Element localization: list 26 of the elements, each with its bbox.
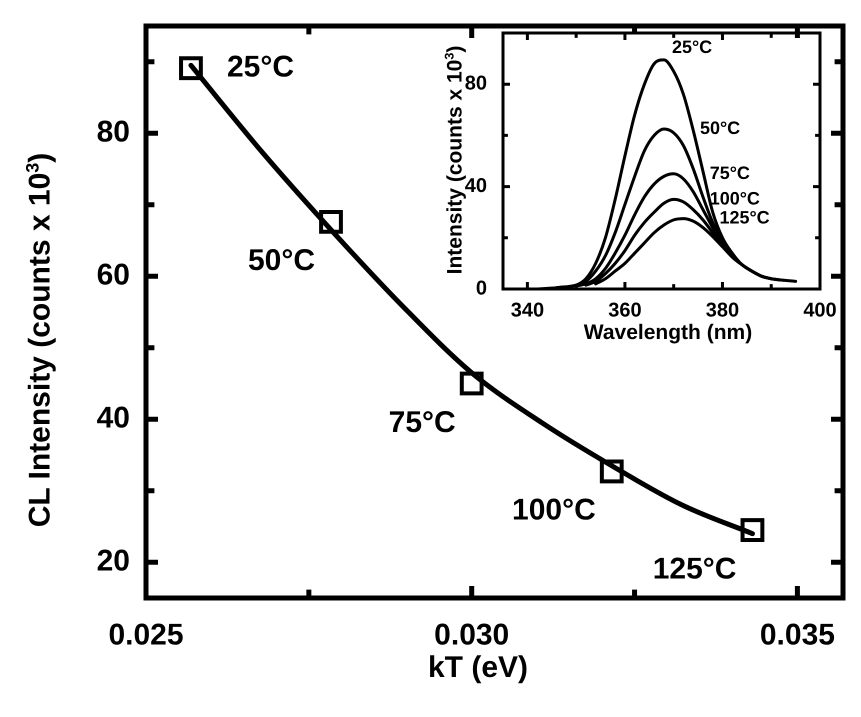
y-tick-label: 0 bbox=[476, 278, 487, 300]
x-tick-label: 0.030 bbox=[434, 618, 510, 652]
x-axis-title: Wavelength (nm) bbox=[584, 321, 752, 345]
annotation: 125°C bbox=[652, 552, 736, 586]
x-axis-title: kT (eV) bbox=[428, 651, 528, 685]
x-tick-label: 360 bbox=[608, 300, 642, 322]
y-tick-label: 80 bbox=[96, 116, 130, 149]
y-tick-label: 40 bbox=[464, 175, 487, 198]
y-tick-label: 80 bbox=[464, 72, 487, 95]
x-tick-label: 400 bbox=[803, 300, 837, 322]
annotation: 100°C bbox=[710, 188, 760, 208]
annotation: 50°C bbox=[700, 118, 740, 138]
x-tick-label: 0.025 bbox=[108, 618, 184, 652]
annotation: 50°C bbox=[248, 244, 315, 278]
x-tick-label: 0.035 bbox=[760, 618, 835, 652]
annotation: 75°C bbox=[710, 162, 750, 183]
annotation: 75°C bbox=[388, 406, 456, 439]
y-tick-label: 20 bbox=[96, 544, 130, 578]
annotation: 25°C bbox=[672, 36, 712, 57]
y-tick-label: 40 bbox=[96, 402, 130, 435]
annotation: 100°C bbox=[512, 494, 596, 527]
annotation: 125°C bbox=[719, 208, 770, 228]
annotation: 25°C bbox=[226, 50, 294, 84]
y-tick-label: 60 bbox=[96, 258, 130, 292]
x-tick-label: 340 bbox=[510, 300, 544, 322]
x-tick-label: 380 bbox=[706, 300, 740, 322]
